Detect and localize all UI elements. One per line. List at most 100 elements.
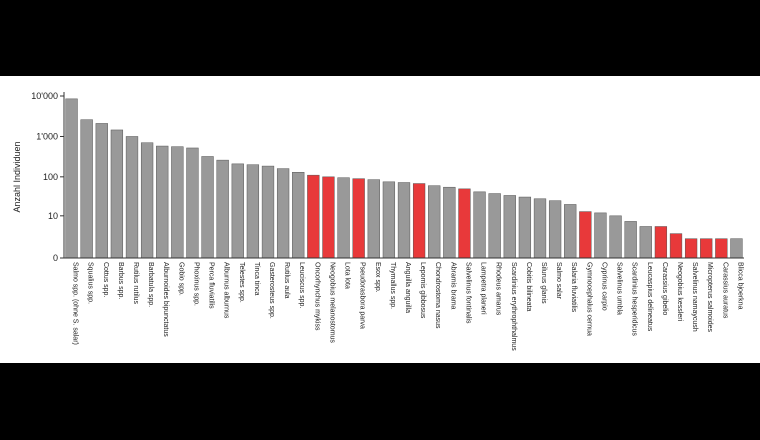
y-tick-label-3: 1'000 (36, 131, 58, 141)
category-label-36: Salvelinus umbla (616, 262, 623, 315)
bar-34 (579, 211, 592, 259)
bar-44 (730, 238, 743, 259)
category-label-42: Micropterus salmoides (706, 262, 713, 333)
bar-3 (110, 129, 124, 259)
bar-7 (171, 146, 184, 259)
category-label-4: Rutilus rutilus (132, 262, 139, 305)
category-label-34: Gymnocephalus cernua (585, 262, 592, 336)
bar-29 (503, 195, 516, 259)
category-label-18: Lota lota (344, 262, 351, 289)
category-label-20: Esox spp. (374, 262, 381, 293)
bar-16 (307, 174, 320, 259)
category-label-7: Gobio spp. (177, 262, 184, 296)
category-label-35: Cyprinus carpio (600, 262, 607, 311)
bar-14 (276, 168, 290, 259)
category-label-5: Barbatula spp. (147, 262, 154, 307)
bar-32 (548, 200, 562, 259)
bar-37 (624, 221, 637, 259)
category-label-17: Neogobius melanostomus (328, 262, 335, 343)
bar-21 (382, 181, 396, 259)
bar-27 (473, 191, 486, 259)
bar-6 (156, 145, 169, 259)
category-label-41: Salvelinus namaycush (691, 262, 698, 332)
category-label-26: Salvelinus fontinalis (464, 262, 471, 324)
category-label-43: Carassius auratus (721, 262, 728, 319)
bar-5 (140, 142, 154, 259)
bar-36 (609, 215, 622, 259)
bar-28 (488, 193, 501, 259)
bar-15 (292, 172, 305, 259)
bar-0 (65, 98, 78, 259)
category-label-1: Squalius spp. (87, 262, 94, 304)
bar-11 (231, 163, 244, 259)
y-axis-title: Anzahl Individuen (12, 141, 22, 212)
category-label-32: Salmo salar (555, 262, 562, 300)
bar-12 (246, 164, 260, 259)
bar-10 (216, 159, 229, 259)
bar-2 (95, 123, 108, 259)
bar-20 (367, 179, 380, 259)
category-label-23: Lepomis gibbosus (419, 262, 426, 319)
category-label-40: Neogobius kessleri (676, 262, 683, 322)
category-label-10: Alburnus alburnus (223, 262, 230, 319)
category-label-13: Gasterosteus spp. (268, 262, 275, 319)
category-label-8: Phoxinus spp. (192, 262, 199, 306)
bar-24 (428, 185, 441, 259)
category-label-30: Cobitis bilineata (525, 262, 532, 312)
bar-26 (458, 188, 471, 259)
bar-35 (594, 212, 607, 259)
category-label-29: Scardinius erythrophthalmus (510, 262, 517, 351)
category-labels: Salmo spp. (ohne S. salar) Squalius spp. C… (72, 262, 744, 351)
category-label-16: Oncorhynchus mykiss (313, 262, 320, 331)
category-label-44: Blicca bjoerkna (736, 262, 743, 310)
category-label-24: Chondrostoma nasus (434, 262, 441, 329)
category-label-6: Alburnoides bipunctatus (162, 262, 169, 337)
y-tick-label-4: 10'000 (31, 91, 58, 101)
y-tick-label-2: 100 (43, 172, 58, 182)
category-label-37: Scardinius hesperidicus (631, 262, 638, 336)
category-label-15: Leuciscus spp. (298, 262, 305, 308)
category-label-27: Lampetra planeri (480, 262, 487, 315)
bar-8 (186, 147, 199, 259)
category-label-38: Leucaspius delineatus (646, 262, 653, 332)
bar-13 (261, 165, 275, 259)
bar-25 (443, 186, 456, 259)
bar-18 (337, 177, 350, 259)
category-label-12: Tinca tinca (253, 262, 260, 296)
bar-1 (80, 119, 93, 259)
chart-panel: 0 10 100 1'000 10'000 Salmo spp. (ohne S. sa… (0, 76, 760, 363)
y-tick-label-0: 0 (53, 253, 58, 263)
bar-4 (125, 136, 139, 259)
category-label-28: Rhodeus amarus (495, 262, 502, 316)
bar-41 (684, 238, 698, 259)
bar-23 (412, 183, 426, 259)
bar-43 (715, 238, 728, 259)
category-label-0: Salmo spp. (ohne S. salar) (72, 262, 79, 345)
category-label-3: Barbus spp. (117, 262, 124, 299)
bar-42 (700, 238, 713, 259)
category-label-2: Cottus spp. (102, 262, 109, 297)
category-label-31: Silurus glanis (540, 262, 547, 304)
category-label-14: Rutilus aula (283, 262, 290, 299)
category-label-21: Thymallus spp. (389, 262, 396, 309)
category-label-39: Carassius gibelio (661, 262, 668, 315)
category-label-22: Anguilla anguilla (404, 262, 411, 313)
bar-chart: 0 10 100 1'000 10'000 Salmo spp. (ohne S. sa… (12, 91, 744, 351)
bar-33 (564, 204, 577, 259)
category-label-11: Telestes spp. (238, 262, 245, 303)
bar-22 (397, 182, 411, 259)
y-axis-ticks: 0 10 100 1'000 10'000 (31, 91, 64, 263)
y-tick-label-1: 10 (48, 211, 58, 221)
bar-38 (639, 226, 652, 259)
category-label-9: Perca fluviatilis (208, 262, 215, 309)
bar-9 (201, 156, 214, 259)
bar-19 (352, 178, 365, 259)
bar-31 (533, 198, 547, 259)
category-label-25: Abramis brama (449, 262, 456, 310)
category-label-19: Pseudorasbora parva (359, 262, 366, 329)
bar-30 (518, 196, 532, 259)
bar-39 (654, 226, 668, 259)
bars (65, 98, 743, 259)
bar-17 (322, 176, 335, 259)
bar-40 (669, 233, 683, 259)
